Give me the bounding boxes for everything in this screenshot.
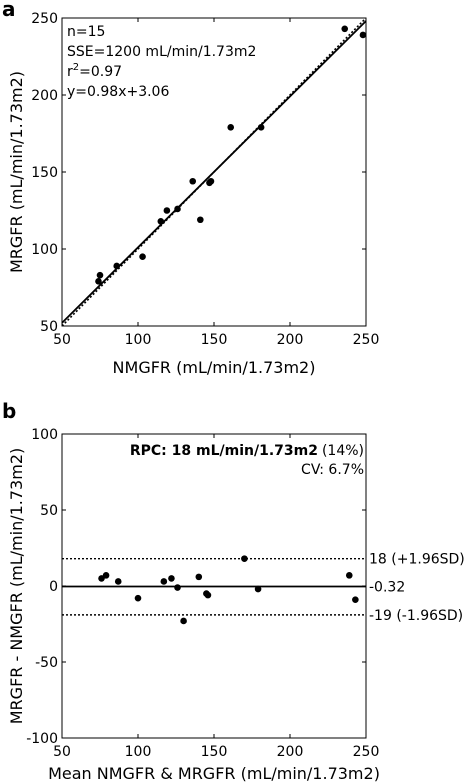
scatter-point	[207, 177, 215, 185]
panel-b-xtick-label: 200	[277, 744, 304, 760]
panel-a-ytick-label: 150	[31, 165, 58, 181]
panel-b-ylabel: MRGFR - NMGFR (mL/min/1.73m2)	[7, 448, 26, 725]
scatter-point	[189, 177, 197, 185]
difference-point	[345, 572, 353, 579]
scatter-point	[227, 124, 235, 131]
difference-point	[168, 575, 175, 582]
difference-point	[174, 584, 181, 591]
panel-b-label: b	[2, 399, 16, 423]
panel-b-ytick-label: -50	[35, 655, 58, 671]
difference-point	[102, 572, 110, 579]
panel-b-ytick-label: 0	[49, 579, 58, 595]
panel-b-xlabel: Mean NMGFR & MRGFR (mL/min/1.73m2)	[48, 764, 380, 783]
difference-point	[352, 596, 359, 603]
regression-fit-line	[61, 20, 367, 324]
panel-a-annotation-sse: SSE=1200 mL/min/1.73m2	[67, 44, 256, 60]
panel-b-cv: CV: 6.7%	[301, 462, 364, 478]
r2-value: =0.97	[79, 64, 122, 80]
panel-b-xtick-label: 100	[125, 744, 152, 760]
panel-a-ticks: 50 100 150 200 250 50 100 150 200 250	[31, 11, 379, 348]
lower-loa-label: -19 (-1.96SD)	[369, 608, 463, 624]
panel-b-xtick-label: 250	[353, 744, 380, 760]
panel-a-xlabel: NMGFR (mL/min/1.73m2)	[113, 358, 316, 377]
scatter-point	[174, 205, 181, 213]
panel-b-ticks: 50 100 150 200 250 100 50 0 -50 -100	[26, 427, 379, 760]
scatter-point	[113, 262, 121, 270]
r2-superscript: 2	[73, 62, 79, 73]
upper-loa-label: 18 (+1.96SD)	[369, 552, 465, 568]
panel-b-xtick-label: 50	[53, 744, 71, 760]
panel-a-annotation-equation: y=0.98x+3.06	[67, 84, 169, 100]
scatter-point	[359, 31, 367, 39]
panel-a-annotation-r2: r2=0.97	[67, 62, 122, 80]
difference-point	[254, 585, 262, 593]
rpc-value: RPC: 18 mL/min/1.73m2	[130, 443, 318, 459]
panel-a-points	[95, 25, 367, 285]
panel-a-xtick-label: 50	[53, 332, 71, 348]
panel-a-ytick-label: 50	[40, 319, 58, 335]
mean-bias-label: -0.32	[369, 579, 405, 595]
panel-b-ytick-label: 100	[31, 427, 58, 443]
scatter-point	[139, 253, 146, 260]
panel-b-ytick-label: 50	[40, 503, 58, 519]
r2-prefix: r	[67, 64, 73, 80]
panel-b-xtick-label: 150	[201, 744, 228, 760]
panel-b-rpc: RPC: 18 mL/min/1.73m2 (14%)	[130, 443, 364, 459]
panel-a-xtick-label: 250	[353, 332, 380, 348]
scatter-point	[96, 271, 104, 279]
scatter-point	[95, 278, 102, 285]
panel-a-xtick-label: 150	[201, 332, 228, 348]
difference-point	[134, 594, 142, 602]
panel-a-ytick-label: 100	[31, 242, 58, 258]
scatter-point	[341, 25, 349, 33]
difference-point	[241, 555, 248, 562]
difference-point	[195, 573, 203, 581]
panel-a-annotation-n: n=15	[67, 24, 105, 40]
panel-a-ytick-label: 200	[31, 88, 58, 104]
panel-a-label: a	[2, 0, 16, 21]
panel-a-lines	[61, 17, 367, 327]
panel-a-ytick-label: 250	[31, 11, 58, 27]
panel-b-ytick-label: -100	[26, 731, 58, 747]
scatter-point	[257, 124, 265, 131]
difference-point	[204, 591, 212, 599]
scatter-point	[157, 217, 165, 225]
panel-a-xtick-label: 100	[125, 332, 152, 348]
scatter-point	[197, 216, 204, 224]
panel-a-xtick-label: 200	[277, 332, 304, 348]
panel-b-lines: 18 (+1.96SD) -0.32 -19 (-1.96SD)	[62, 552, 465, 624]
panel-b-points	[98, 555, 359, 625]
difference-point	[180, 617, 187, 625]
scatter-point	[163, 207, 171, 214]
difference-point	[160, 578, 168, 585]
difference-point	[114, 578, 122, 585]
panel-a-ylabel: MRGFR (mL/min/1.73m2)	[7, 71, 26, 273]
rpc-percent: (14%)	[322, 443, 364, 459]
